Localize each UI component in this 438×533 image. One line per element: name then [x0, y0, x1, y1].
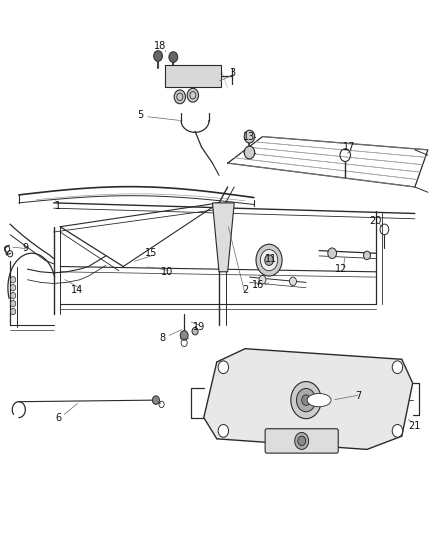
Polygon shape — [165, 65, 221, 87]
Circle shape — [291, 382, 321, 419]
Text: 16: 16 — [252, 280, 264, 290]
Circle shape — [260, 249, 278, 271]
Circle shape — [218, 361, 229, 374]
Circle shape — [187, 88, 198, 102]
Circle shape — [11, 301, 16, 307]
Circle shape — [152, 396, 159, 405]
Text: 5: 5 — [138, 110, 144, 120]
Text: 3: 3 — [229, 68, 235, 78]
Circle shape — [297, 389, 316, 412]
Ellipse shape — [307, 393, 331, 407]
Circle shape — [218, 424, 229, 437]
Circle shape — [11, 293, 16, 299]
Circle shape — [192, 327, 198, 335]
Circle shape — [169, 52, 178, 62]
Circle shape — [364, 251, 371, 260]
Circle shape — [290, 277, 297, 286]
Circle shape — [265, 255, 273, 265]
Polygon shape — [204, 349, 413, 449]
Circle shape — [244, 146, 254, 159]
Circle shape — [392, 424, 403, 437]
Text: 11: 11 — [265, 254, 277, 263]
Circle shape — [295, 432, 309, 449]
Text: 15: 15 — [145, 248, 158, 259]
Circle shape — [392, 361, 403, 374]
Text: 13: 13 — [244, 132, 256, 142]
Circle shape — [328, 248, 336, 259]
Circle shape — [302, 395, 311, 406]
Circle shape — [259, 276, 266, 284]
Text: 9: 9 — [22, 243, 28, 253]
Circle shape — [244, 130, 254, 143]
Text: 10: 10 — [161, 267, 173, 277]
Circle shape — [154, 51, 162, 61]
Circle shape — [180, 330, 188, 340]
Circle shape — [11, 285, 16, 291]
Text: 6: 6 — [55, 413, 61, 423]
Text: 21: 21 — [409, 421, 421, 431]
Polygon shape — [212, 203, 234, 272]
Text: 18: 18 — [154, 42, 166, 52]
Text: 1: 1 — [55, 200, 61, 211]
Text: 20: 20 — [370, 216, 382, 227]
Circle shape — [298, 436, 306, 446]
Circle shape — [174, 90, 185, 104]
Text: 14: 14 — [71, 285, 84, 295]
Circle shape — [256, 244, 282, 276]
Circle shape — [11, 309, 16, 315]
Text: 7: 7 — [355, 391, 361, 401]
Text: 17: 17 — [343, 142, 356, 152]
Text: 8: 8 — [159, 333, 166, 343]
Circle shape — [11, 277, 16, 283]
Text: 12: 12 — [335, 264, 347, 274]
Text: 2: 2 — [242, 285, 248, 295]
Text: 19: 19 — [193, 322, 205, 333]
FancyBboxPatch shape — [265, 429, 338, 453]
